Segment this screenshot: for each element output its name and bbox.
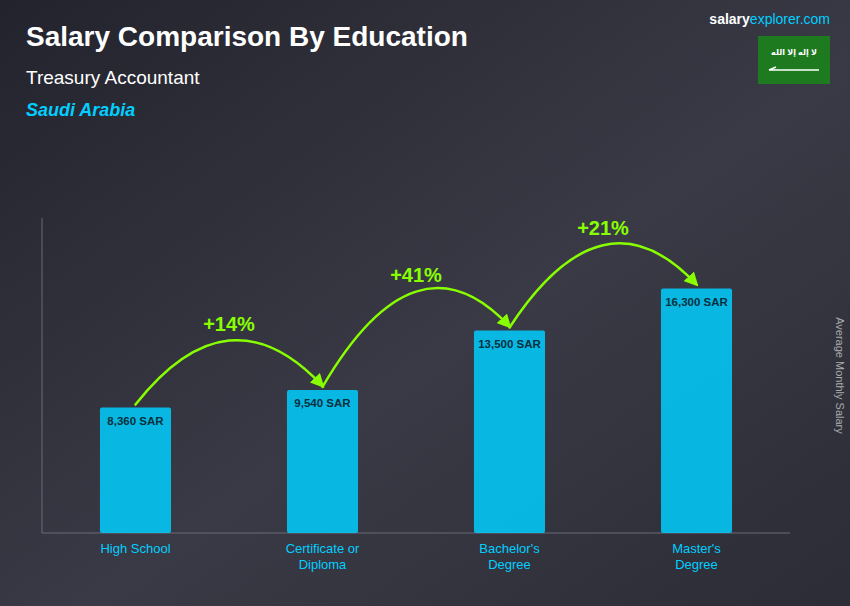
subtitle: Treasury Accountant	[26, 67, 200, 88]
x-tick-label: Master's Degree	[612, 541, 782, 573]
bar	[661, 289, 732, 534]
source-normal: explorer.com	[750, 11, 830, 27]
x-tick-label: Bachelor's Degree	[425, 541, 595, 573]
x-tick-label: Certificate or Diploma	[238, 541, 408, 573]
country: Saudi Arabia	[26, 100, 135, 120]
annotation: +21%	[577, 217, 629, 239]
chart-container: Salary Comparison By Education Treasury A…	[0, 0, 850, 606]
y-axis-label: Average Monthly Salary	[834, 317, 846, 434]
y-axis-line	[42, 218, 43, 533]
background	[0, 0, 850, 606]
bar	[474, 331, 545, 534]
value-label: 13,500 SAR	[478, 338, 541, 350]
title: Salary Comparison By Education	[26, 21, 468, 52]
value-label: 16,300 SAR	[665, 296, 728, 308]
flag-sword	[769, 67, 819, 70]
flag-text: لا إله إلا الله	[771, 48, 817, 57]
source-bold: salary	[709, 11, 750, 27]
annotation: +41%	[390, 264, 442, 286]
annotation: +14%	[203, 313, 255, 335]
flag: لا إله إلا الله	[758, 36, 830, 84]
value-label: 8,360 SAR	[107, 415, 164, 427]
bar	[287, 390, 358, 533]
growth-arrow	[510, 243, 697, 327]
flag-field	[758, 36, 830, 84]
x-tick-label: High School	[51, 541, 221, 557]
growth-arrow	[136, 340, 323, 404]
chart-svg: Salary Comparison By Education Treasury A…	[0, 0, 850, 606]
value-label: 9,540 SAR	[294, 397, 351, 409]
bar	[100, 408, 171, 533]
source: salaryexplorer.com	[709, 11, 830, 27]
bars	[100, 289, 732, 534]
growth-arrow	[323, 288, 510, 387]
